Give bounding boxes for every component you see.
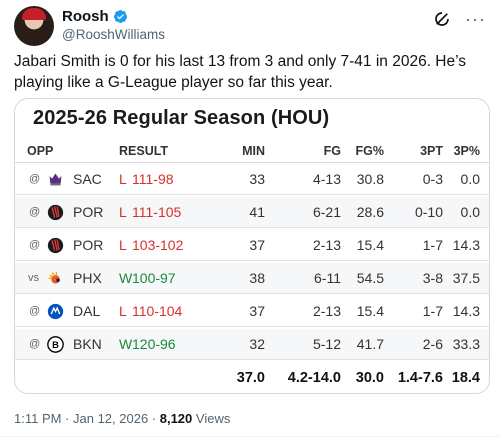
game-outcome: L bbox=[119, 237, 127, 253]
more-icon[interactable]: ··· bbox=[465, 9, 486, 29]
header-fg-pct: FG% bbox=[355, 144, 384, 158]
author-name[interactable]: Roosh bbox=[62, 8, 109, 25]
header-opp: OPP bbox=[27, 144, 54, 158]
field-goal-pct: 54.5 bbox=[356, 270, 384, 286]
game-score: 103-102 bbox=[132, 237, 184, 253]
header-result: RESULT bbox=[119, 144, 169, 158]
svg-text:B: B bbox=[52, 340, 59, 350]
field-goals: 2-13 bbox=[312, 237, 341, 253]
tweet-actions-top: ··· bbox=[433, 10, 486, 28]
game-score: 111-98 bbox=[132, 171, 174, 187]
three-point-pct: 0.0 bbox=[460, 204, 480, 220]
three-pointers: 1-7 bbox=[422, 303, 443, 319]
views-label: Views bbox=[192, 411, 231, 426]
game-score: 110-104 bbox=[132, 303, 183, 319]
field-goal-pct: 15.4 bbox=[356, 237, 384, 253]
three-point-pct: 14.3 bbox=[452, 303, 480, 319]
nets-logo-icon: B bbox=[47, 336, 64, 353]
game-location-prefix: @ bbox=[29, 305, 41, 317]
blazers-logo-icon bbox=[47, 237, 64, 254]
game-outcome: L bbox=[119, 171, 127, 187]
game-location-prefix: @ bbox=[29, 173, 41, 185]
table-row[interactable]: @ POR L 111-105 41 6-21 28.6 0-10 0.0 bbox=[15, 197, 489, 228]
opponent-team[interactable]: POR bbox=[73, 204, 104, 220]
three-pointers: 0-10 bbox=[414, 204, 443, 220]
tweet-timestamp[interactable]: 1:11 PM · Jan 12, 2026 · bbox=[14, 411, 160, 426]
total-fg-pct: 30.0 bbox=[355, 370, 384, 386]
header-min: MIN bbox=[242, 144, 265, 158]
stats-card[interactable]: 2025-26 Regular Season (HOU) OPP RESULT … bbox=[14, 98, 490, 394]
game-outcome: W bbox=[119, 336, 133, 352]
header-fg: FG bbox=[323, 144, 341, 158]
field-goals: 6-21 bbox=[312, 204, 341, 220]
table-row[interactable]: @ SAC L 111-98 33 4-13 30.8 0-3 0.0 bbox=[15, 164, 489, 195]
kings-logo-icon bbox=[47, 171, 64, 188]
three-pointers: 0-3 bbox=[422, 171, 443, 187]
blazers-logo-icon bbox=[47, 204, 64, 221]
game-location-prefix: @ bbox=[29, 239, 41, 251]
minutes: 33 bbox=[249, 171, 265, 187]
three-point-pct: 33.3 bbox=[452, 336, 480, 352]
verified-badge-icon bbox=[113, 9, 127, 24]
field-goals: 4-13 bbox=[312, 171, 341, 187]
opponent-team[interactable]: POR bbox=[73, 237, 104, 253]
three-point-pct: 14.3 bbox=[452, 237, 480, 253]
opponent-team[interactable]: SAC bbox=[73, 171, 102, 187]
minutes: 32 bbox=[249, 336, 265, 352]
field-goal-pct: 28.6 bbox=[356, 204, 384, 220]
minutes: 37 bbox=[249, 237, 265, 253]
game-outcome: L bbox=[119, 204, 127, 220]
opponent-team[interactable]: PHX bbox=[73, 270, 102, 286]
game-outcome: L bbox=[119, 303, 127, 319]
game-score: 100-97 bbox=[132, 270, 176, 286]
header-3pt: 3PT bbox=[420, 144, 443, 158]
author-handle[interactable]: @RooshWilliams bbox=[62, 27, 165, 42]
opponent-team[interactable]: DAL bbox=[73, 303, 101, 319]
field-goals: 5-12 bbox=[312, 336, 341, 352]
card-title: 2025-26 Regular Season (HOU) bbox=[33, 107, 330, 129]
mavericks-logo-icon bbox=[47, 303, 64, 320]
three-point-pct: 37.5 bbox=[452, 270, 480, 286]
field-goals: 6-11 bbox=[314, 270, 341, 286]
table-row[interactable]: @ B BKN W 120-96 32 5-12 41.7 2-6 33.3 bbox=[15, 329, 489, 360]
three-point-pct: 0.0 bbox=[460, 171, 480, 187]
field-goal-pct: 30.8 bbox=[356, 171, 384, 187]
table-header: OPP RESULT MIN FG FG% 3PT 3P% bbox=[15, 139, 489, 163]
total-3pt: 1.4-7.6 bbox=[397, 370, 443, 386]
three-pointers: 3-8 bbox=[422, 270, 443, 286]
tweet-meta: 1:11 PM · Jan 12, 2026 · 8,120 Views bbox=[14, 411, 230, 426]
table-row[interactable]: @ POR L 103-102 37 2-13 15.4 1-7 14.3 bbox=[15, 230, 489, 261]
three-pointers: 1-7 bbox=[422, 237, 443, 253]
header-3p-pct: 3P% bbox=[453, 144, 480, 158]
avatar[interactable] bbox=[14, 6, 54, 46]
game-outcome: W bbox=[119, 270, 133, 286]
suns-logo-icon bbox=[47, 270, 64, 287]
minutes: 37 bbox=[249, 303, 265, 319]
tweet-text: Jabari Smith is 0 for his last 13 from 3… bbox=[14, 53, 467, 91]
minutes: 38 bbox=[249, 270, 265, 286]
author-name-row: Roosh bbox=[62, 8, 128, 25]
field-goal-pct: 41.7 bbox=[356, 336, 384, 352]
views-count: 8,120 bbox=[159, 411, 193, 426]
game-location-prefix: @ bbox=[29, 338, 41, 350]
total-fg: 4.2-14.0 bbox=[287, 370, 341, 386]
game-score: 111-105 bbox=[132, 204, 182, 220]
total-min: 37.0 bbox=[236, 370, 265, 386]
table-row[interactable]: @ DAL L 110-104 37 2-13 15.4 1-7 14.3 bbox=[15, 296, 489, 327]
game-location-prefix: @ bbox=[29, 206, 41, 218]
game-score: 120-96 bbox=[132, 336, 176, 352]
grok-icon[interactable] bbox=[433, 10, 451, 28]
table-row[interactable]: vs PHX W 100-97 38 6-11 54.5 3-8 37.5 bbox=[15, 263, 489, 294]
divider bbox=[0, 436, 500, 437]
field-goals: 2-13 bbox=[312, 303, 341, 319]
totals-row: 37.0 4.2-14.0 30.0 1.4-7.6 18.4 bbox=[15, 363, 489, 393]
three-pointers: 2-6 bbox=[422, 336, 443, 352]
total-3p-pct: 18.4 bbox=[451, 370, 480, 386]
opponent-team[interactable]: BKN bbox=[73, 336, 102, 352]
game-location-prefix: vs bbox=[28, 272, 39, 284]
minutes: 41 bbox=[249, 204, 265, 220]
field-goal-pct: 15.4 bbox=[356, 303, 384, 319]
